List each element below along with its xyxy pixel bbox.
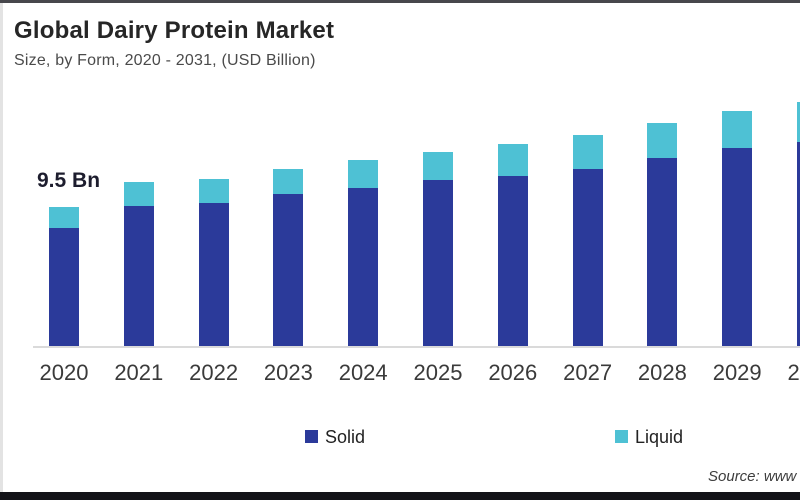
left-border [0, 3, 3, 500]
bar-solid-2028 [647, 158, 678, 347]
x-tick-2023: 2023 [263, 360, 313, 385]
bar-liquid-2030 [797, 102, 800, 143]
bar-solid-2023 [273, 193, 304, 347]
bar-liquid-2027 [572, 134, 603, 169]
bar-liquid-2024 [348, 159, 379, 188]
x-tick-2022: 2022 [189, 360, 239, 385]
top-border [0, 0, 800, 3]
bar-solid-2021 [123, 205, 154, 347]
bar-liquid-2023 [273, 168, 304, 194]
solid-legend-swatch [305, 430, 318, 443]
x-axis-line [33, 346, 800, 348]
bar-liquid-2021 [123, 181, 154, 206]
plot-area [49, 102, 800, 347]
chart-title: Global Dairy Protein Market [14, 17, 335, 44]
source-credit: Source: www [708, 468, 797, 485]
x-tick-2027: 2027 [563, 360, 613, 385]
bar-liquid-2028 [647, 123, 678, 159]
bar-solid-2027 [572, 168, 603, 347]
x-tick-2030: 2030 [787, 360, 800, 385]
x-tick-2025: 2025 [413, 360, 463, 385]
bar-solid-2030 [797, 142, 800, 347]
bar-solid-2025 [423, 180, 453, 347]
bar-solid-2020 [49, 227, 79, 347]
bar-liquid-2020 [49, 207, 79, 228]
bar-solid-2029 [722, 148, 753, 347]
bar-liquid-2029 [722, 111, 753, 149]
x-tick-2024: 2024 [338, 360, 388, 385]
legend-item-solid: Solid [305, 427, 365, 447]
x-tick-2020: 2020 [39, 360, 89, 385]
bar-liquid-2025 [423, 152, 453, 181]
bar-liquid-2022 [198, 179, 229, 203]
solid-legend-label: Solid [325, 427, 366, 447]
bar-solid-2024 [348, 187, 379, 347]
x-tick-2021: 2021 [114, 360, 164, 385]
legend-item-liquid: Liquid [615, 427, 683, 447]
liquid-legend-label: Liquid [635, 427, 684, 447]
bar-solid-2026 [497, 176, 528, 347]
bar-solid-2022 [198, 202, 229, 347]
x-tick-2026: 2026 [488, 360, 538, 385]
x-tick-2029: 2029 [712, 360, 762, 385]
value-annotation-2020: 9.5 Bn [37, 169, 101, 192]
x-tick-2028: 2028 [637, 360, 687, 385]
liquid-legend-swatch [615, 430, 628, 443]
bottom-strip [0, 492, 800, 500]
bar-liquid-2026 [497, 143, 528, 177]
chart-subtitle: Size, by Form, 2020 - 2031, (USD Billion… [14, 52, 316, 69]
